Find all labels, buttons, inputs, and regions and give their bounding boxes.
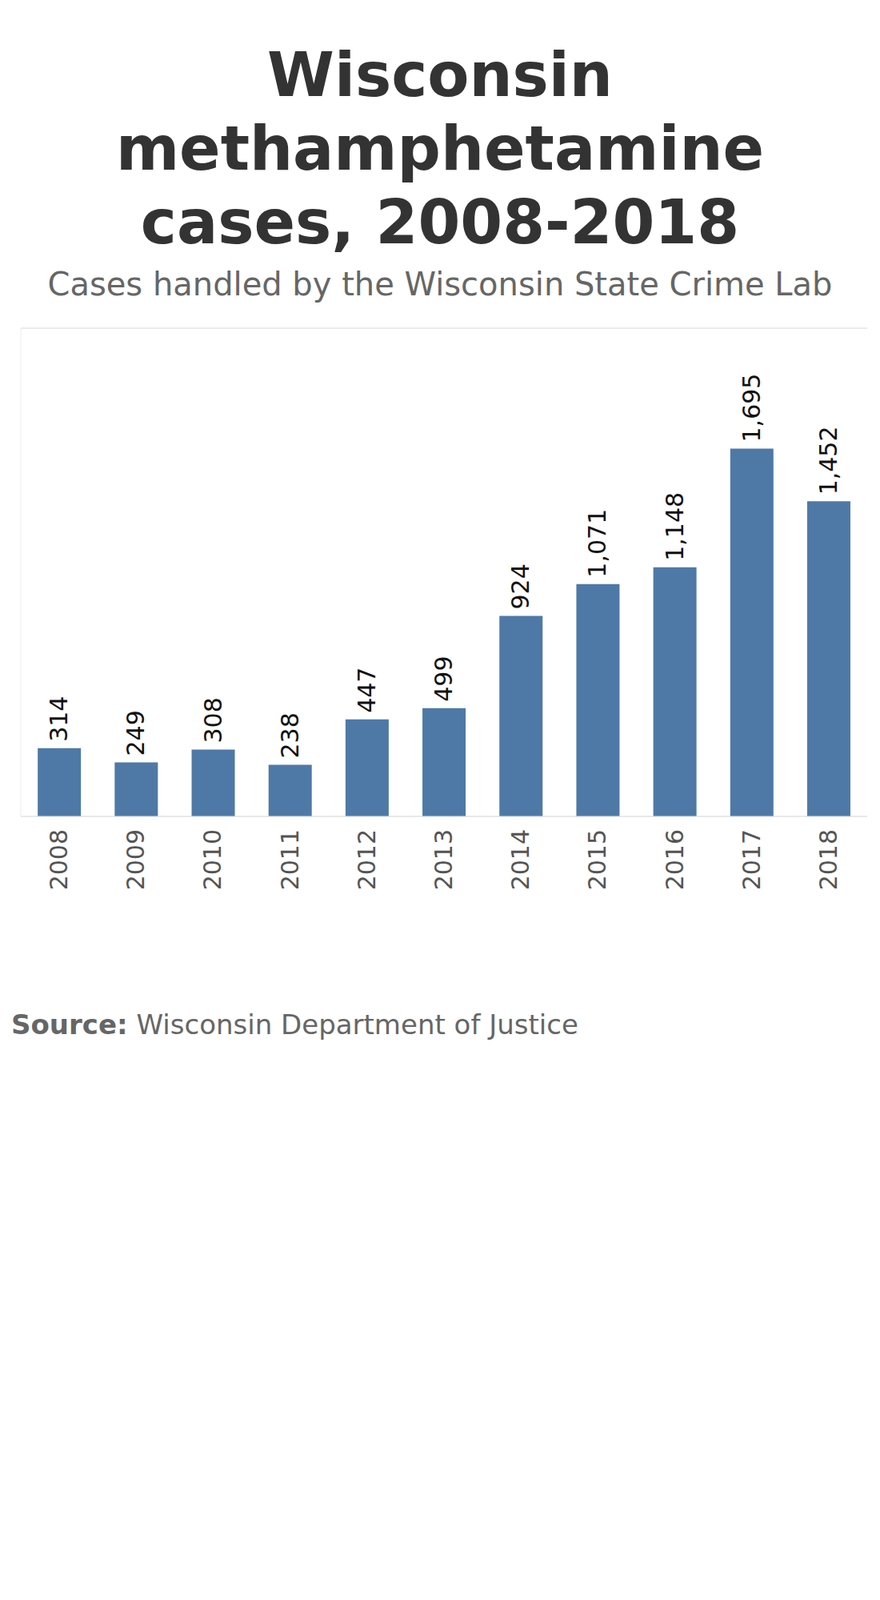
svg-text:2011: 2011 — [276, 828, 304, 890]
svg-text:2012: 2012 — [352, 828, 381, 890]
svg-text:447: 447 — [352, 667, 381, 713]
svg-text:924: 924 — [506, 563, 535, 609]
svg-text:2008: 2008 — [44, 828, 73, 890]
svg-text:1,071: 1,071 — [583, 508, 612, 578]
svg-text:2018: 2018 — [814, 828, 843, 890]
svg-text:249: 249 — [121, 709, 150, 756]
html-text:Wisconsin methamphetamine case: Wisconsin methamphetamine cases, 2008-20… — [115, 39, 765, 258]
svg-text:2015: 2015 — [583, 828, 612, 890]
html-text:Cases handled by the Wisconsin: Cases handled by the Wisconsin State Cri… — [47, 265, 833, 303]
svg-text:499: 499 — [429, 655, 458, 701]
svg-text:314: 314 — [44, 696, 73, 742]
svg-text:2014: 2014 — [506, 828, 535, 890]
svg-text:1,695: 1,695 — [737, 373, 766, 443]
svg-text:2010: 2010 — [198, 828, 227, 890]
svg-text:1,148: 1,148 — [660, 492, 689, 561]
svg-text:238: 238 — [276, 712, 304, 758]
svg-text:1,452: 1,452 — [814, 425, 843, 495]
svg-text:2013: 2013 — [429, 828, 458, 890]
svg-text:2017: 2017 — [737, 828, 766, 890]
svg-text:2009: 2009 — [121, 828, 150, 890]
svg-text:2016: 2016 — [660, 828, 689, 890]
svg-text:308: 308 — [199, 696, 228, 743]
html-text:Source: Wisconsin Department o: Source: Wisconsin Department of Justice — [11, 1008, 579, 1040]
